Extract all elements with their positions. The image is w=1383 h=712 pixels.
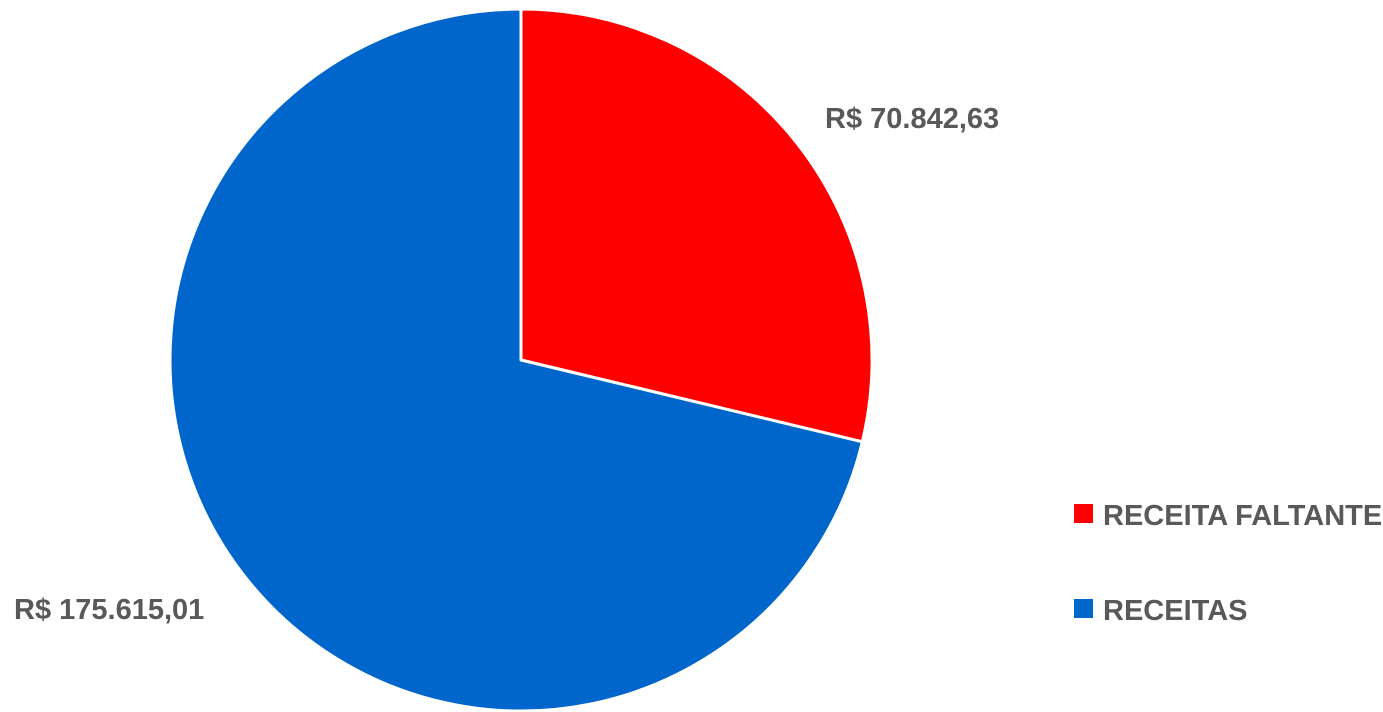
data-label-receita-faltante: R$ 70.842,63 bbox=[825, 103, 999, 135]
legend-label-receitas: RECEITAS bbox=[1103, 595, 1247, 627]
legend: RECEITA FALTANTE RECEITAS bbox=[1074, 500, 1382, 627]
pie-slice-receita-faltante bbox=[519, 7, 874, 444]
data-labels: R$ 70.842,63 R$ 175.615,01 bbox=[14, 103, 999, 626]
pie-slices bbox=[168, 7, 874, 712]
legend-entry-receita-faltante: RECEITA FALTANTE bbox=[1074, 500, 1382, 532]
legend-entry-receitas: RECEITAS bbox=[1074, 595, 1247, 627]
pie-slice-receitas bbox=[168, 7, 864, 712]
legend-swatch-receita-faltante bbox=[1074, 504, 1093, 523]
legend-swatch-receitas bbox=[1074, 599, 1093, 618]
legend-label-receita-faltante: RECEITA FALTANTE bbox=[1103, 500, 1382, 532]
data-label-receitas: R$ 175.615,01 bbox=[14, 594, 204, 626]
